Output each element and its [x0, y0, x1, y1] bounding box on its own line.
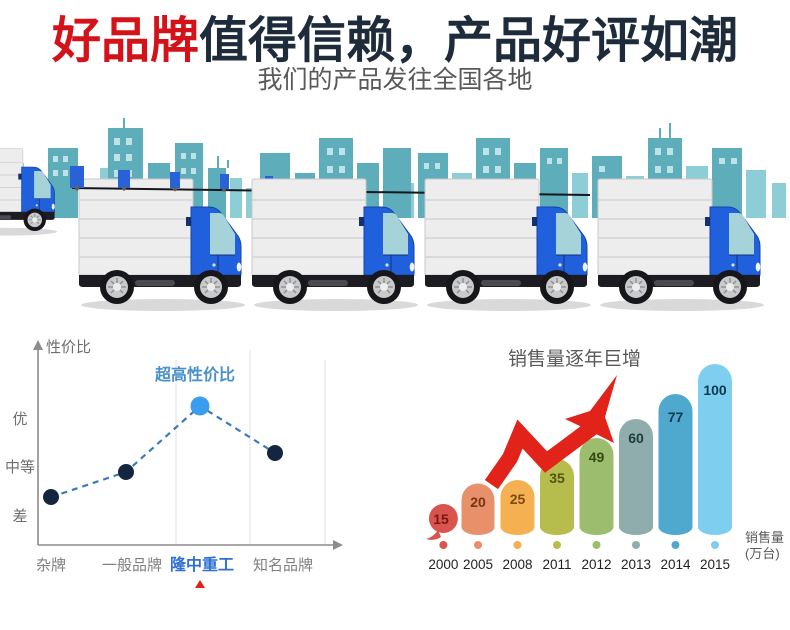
svg-text:隆中重工: 隆中重工 — [170, 555, 234, 574]
svg-text:2000: 2000 — [428, 557, 458, 572]
svg-text:销售量逐年巨增: 销售量逐年巨增 — [508, 348, 641, 370]
svg-text:2012: 2012 — [581, 557, 611, 572]
svg-text:49: 49 — [589, 449, 605, 465]
svg-text:35: 35 — [549, 470, 565, 486]
svg-text:77: 77 — [668, 409, 684, 425]
svg-text:20: 20 — [470, 494, 486, 510]
svg-text:中等: 中等 — [5, 458, 35, 476]
svg-text:25: 25 — [510, 491, 526, 507]
svg-text:性价比: 性价比 — [46, 339, 91, 356]
svg-text:2015: 2015 — [700, 557, 730, 572]
svg-text:超高性价比: 超高性价比 — [154, 365, 235, 384]
svg-text:知名品牌: 知名品牌 — [253, 557, 313, 574]
svg-text:差: 差 — [12, 508, 27, 525]
svg-text:2013: 2013 — [621, 557, 651, 572]
svg-text:优: 优 — [12, 411, 27, 428]
svg-text:15: 15 — [433, 511, 449, 527]
svg-text:2014: 2014 — [660, 557, 691, 572]
svg-text:一般品牌: 一般品牌 — [102, 557, 162, 574]
svg-text:杂牌: 杂牌 — [36, 557, 66, 574]
svg-text:2008: 2008 — [502, 557, 532, 572]
svg-text:2005: 2005 — [463, 557, 493, 572]
svg-text:100: 100 — [703, 382, 727, 398]
svg-text:销售量: 销售量 — [745, 530, 784, 545]
svg-text:(万台): (万台) — [745, 546, 780, 561]
svg-text:2011: 2011 — [542, 557, 571, 572]
svg-text:60: 60 — [628, 430, 644, 446]
